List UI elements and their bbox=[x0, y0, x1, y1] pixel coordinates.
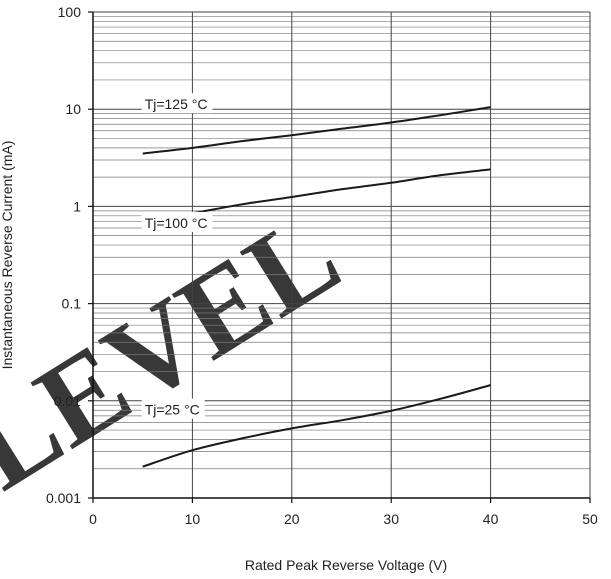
annotation-text: Tj=125 °C bbox=[145, 96, 208, 112]
series-annotation-3: Tj=25 °C bbox=[141, 398, 205, 419]
annotation-backing bbox=[141, 211, 213, 232]
y-tick-label: 0.001 bbox=[46, 490, 81, 506]
y-tick-label: 10 bbox=[65, 101, 81, 117]
x-tick-label: 10 bbox=[185, 511, 201, 527]
y-tick-label: 1 bbox=[73, 198, 81, 214]
annotation-text: Tj=100 °C bbox=[145, 215, 208, 231]
y-tick-label: 100 bbox=[58, 4, 82, 20]
x-tick-label: 20 bbox=[284, 511, 300, 527]
series-line-1 bbox=[142, 106, 491, 155]
annotation-backing bbox=[141, 93, 213, 114]
tick-labels: 0 10 20 30 40 50 0.001 0.01 0.1 1 10 100 bbox=[46, 4, 598, 527]
y-tick-label: 0.1 bbox=[62, 296, 82, 312]
x-tick-label: 30 bbox=[383, 511, 399, 527]
y-axis-label: Instantaneous Reverse Current (mA) bbox=[0, 141, 15, 370]
series-annotation-2: Tj=100 °C bbox=[141, 211, 213, 232]
annotation-text: Tj=25 °C bbox=[145, 402, 200, 418]
annotation-backing bbox=[141, 398, 205, 419]
series-annotation-1: Tj=125 °C bbox=[141, 93, 213, 114]
series-line-3 bbox=[142, 384, 491, 468]
y-tick-label: 0.01 bbox=[54, 393, 81, 409]
series-annotations: Tj=125 °C Tj=100 °C Tj=25 °C bbox=[141, 93, 213, 419]
x-tick-label: 40 bbox=[483, 511, 499, 527]
x-tick-label: 0 bbox=[89, 511, 97, 527]
x-axis-label: Rated Peak Reverse Voltage (V) bbox=[245, 557, 447, 573]
grid bbox=[88, 11, 591, 503]
x-tick-label: 50 bbox=[582, 511, 598, 527]
